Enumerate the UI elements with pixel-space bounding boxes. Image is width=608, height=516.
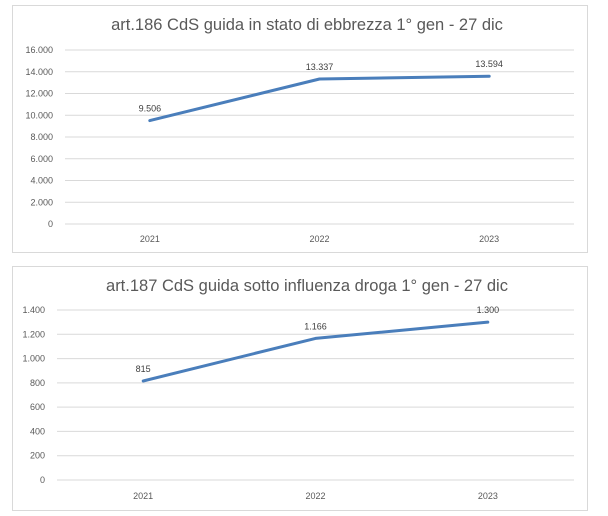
data-label: 13.594	[475, 59, 503, 69]
y-tick-label: 16.000	[25, 45, 53, 55]
y-tick-label: 400	[30, 426, 45, 436]
y-tick-label: 200	[30, 451, 45, 461]
y-tick-label: 1.000	[22, 354, 45, 364]
x-tick-label: 2023	[479, 234, 499, 244]
x-tick-label: 2021	[133, 491, 153, 501]
x-tick-label: 2021	[140, 234, 160, 244]
y-tick-label: 2.000	[30, 197, 53, 207]
y-tick-label: 1.200	[22, 329, 45, 339]
y-tick-label: 8.000	[30, 132, 53, 142]
chart-droga-svg: art.187 CdS guida sotto influenza droga …	[22, 277, 574, 501]
chart-droga: art.187 CdS guida sotto influenza droga …	[12, 266, 588, 511]
x-tick-label: 2022	[309, 234, 329, 244]
y-tick-label: 0	[48, 219, 53, 229]
y-tick-label: 6.000	[30, 154, 53, 164]
series-line	[148, 74, 491, 123]
series-line	[141, 320, 490, 383]
data-label: 1.166	[304, 321, 327, 331]
x-tick-label: 2023	[478, 491, 498, 501]
chart-title: art.187 CdS guida sotto influenza droga …	[106, 277, 508, 295]
x-tick-label: 2022	[305, 491, 325, 501]
y-tick-label: 4.000	[30, 176, 53, 186]
data-label: 1.300	[477, 305, 500, 315]
y-tick-label: 0	[40, 475, 45, 485]
y-tick-label: 10.000	[25, 110, 53, 120]
y-tick-label: 800	[30, 378, 45, 388]
data-label: 815	[136, 364, 151, 374]
chart-ebbrezza-svg: art.186 CdS guida in stato di ebbrezza 1…	[25, 16, 574, 244]
data-label: 9.506	[139, 104, 162, 114]
data-label: 13.337	[306, 62, 334, 72]
y-tick-label: 600	[30, 402, 45, 412]
y-tick-label: 1.400	[22, 305, 45, 315]
chart-title: art.186 CdS guida in stato di ebbrezza 1…	[111, 16, 503, 34]
y-tick-label: 14.000	[25, 67, 53, 77]
y-tick-label: 12.000	[25, 89, 53, 99]
chart-ebbrezza: art.186 CdS guida in stato di ebbrezza 1…	[12, 5, 588, 253]
